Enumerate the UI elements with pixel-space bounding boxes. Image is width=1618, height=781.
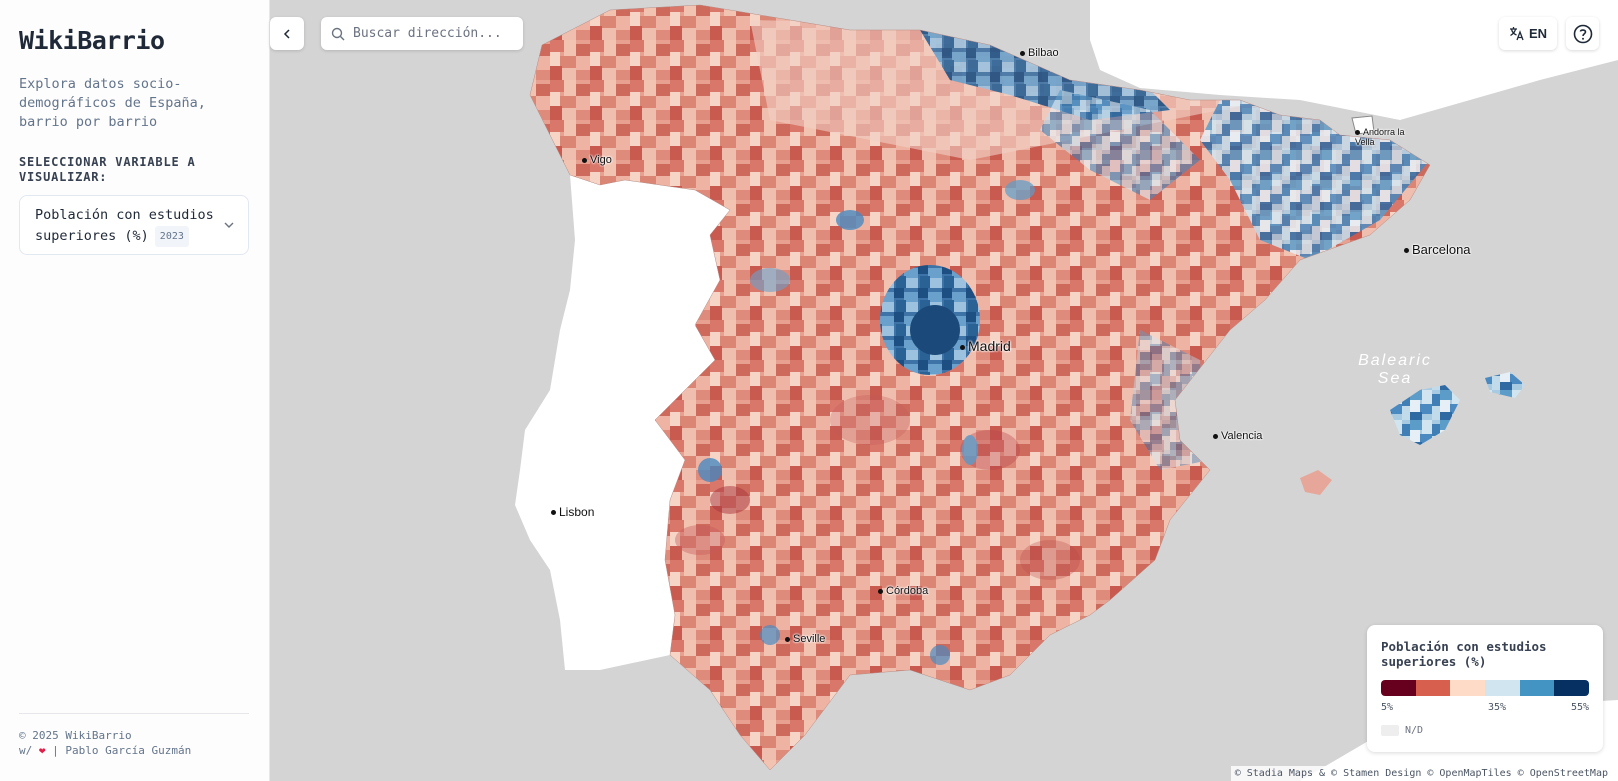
menorca[interactable] bbox=[1485, 372, 1525, 398]
chevron-down-icon bbox=[224, 222, 234, 228]
spain-outline bbox=[529, 4, 1431, 771]
map-attribution[interactable]: © Stadia Maps & © Stamen Design © OpenMa… bbox=[1230, 766, 1612, 781]
author-credit[interactable]: | Pablo García Guzmán bbox=[52, 744, 192, 757]
legend-swatch bbox=[1381, 680, 1416, 696]
ibiza[interactable] bbox=[1300, 470, 1332, 495]
tagline: Explora datos socio-demográficos de Espa… bbox=[19, 76, 206, 130]
city-label-madrid: Madrid bbox=[960, 338, 1011, 354]
help-button[interactable] bbox=[1566, 17, 1599, 50]
search-icon bbox=[331, 27, 345, 40]
collapse-sidebar-button[interactable] bbox=[270, 17, 304, 50]
legend-tick-max: 55% bbox=[1570, 702, 1589, 713]
legend-swatch bbox=[1485, 680, 1520, 696]
city-label-seville: Seville bbox=[785, 633, 825, 645]
city-label-lisbon: Lisbon bbox=[551, 505, 594, 519]
sidebar: WikiBarrio Explora datos socio-demográfi… bbox=[0, 0, 270, 781]
language-toggle-button[interactable]: EN bbox=[1499, 17, 1557, 50]
portugal-land bbox=[515, 175, 730, 670]
help-circle-icon bbox=[1573, 24, 1592, 43]
legend-tick-mid: 35% bbox=[1488, 702, 1507, 713]
credit-line: w/ ❤ | Pablo García Guzmán bbox=[19, 744, 192, 757]
copyright: © 2025 WikiBarrio bbox=[19, 729, 132, 742]
city-label-valencia: Valencia bbox=[1213, 430, 1262, 442]
city-label-barcelona: Barcelona bbox=[1404, 242, 1471, 257]
legend-title: Población con estudios superiores (%) bbox=[1381, 639, 1547, 669]
legend-tick-min: 5% bbox=[1381, 702, 1394, 713]
city-label-andorra: Andorra la Vella bbox=[1355, 127, 1405, 147]
legend-ticks: 5% 35% 55% bbox=[1381, 702, 1589, 716]
variable-name: Población con estudios superiores (%) bbox=[35, 207, 214, 244]
legend-swatch bbox=[1415, 680, 1451, 696]
footer: © 2025 WikiBarrio w/ ❤ | Pablo García Gu… bbox=[19, 713, 249, 758]
legend-swatch bbox=[1519, 680, 1555, 696]
search-box[interactable] bbox=[321, 17, 523, 50]
search-input[interactable] bbox=[353, 26, 513, 41]
heart-icon: ❤ bbox=[38, 744, 46, 757]
no-data-swatch bbox=[1381, 725, 1399, 736]
brand-title: WikiBarrio bbox=[19, 26, 165, 55]
map-legend: Población con estudios superiores (%) 5%… bbox=[1367, 625, 1603, 752]
mallorca[interactable] bbox=[1390, 385, 1460, 445]
variable-select-label: Población con estudios superiores (%) 202… bbox=[35, 206, 220, 247]
map-canvas[interactable] bbox=[270, 0, 1618, 781]
variable-section-label: SELECCIONAR VARIABLE A VISUALIZAR: bbox=[19, 155, 196, 184]
legend-swatch bbox=[1554, 680, 1589, 696]
year-badge: 2023 bbox=[154, 225, 189, 247]
legend-swatch bbox=[1450, 680, 1486, 696]
language-label: EN bbox=[1528, 26, 1548, 41]
translate-icon bbox=[1509, 27, 1524, 41]
variable-select[interactable]: Población con estudios superiores (%) 202… bbox=[19, 195, 249, 255]
city-label-bilbao: Bilbao bbox=[1020, 47, 1059, 59]
legend-color-scale bbox=[1381, 680, 1589, 696]
andorra bbox=[1351, 115, 1375, 135]
legend-no-data: N/D bbox=[1381, 725, 1589, 736]
sea-label: Balearic Sea bbox=[1358, 352, 1432, 387]
chevron-left-icon bbox=[283, 28, 290, 39]
city-label-vigo: Vigo bbox=[582, 154, 612, 166]
city-label-cordoba: Córdoba bbox=[878, 585, 928, 597]
no-data-label: N/D bbox=[1405, 725, 1424, 736]
